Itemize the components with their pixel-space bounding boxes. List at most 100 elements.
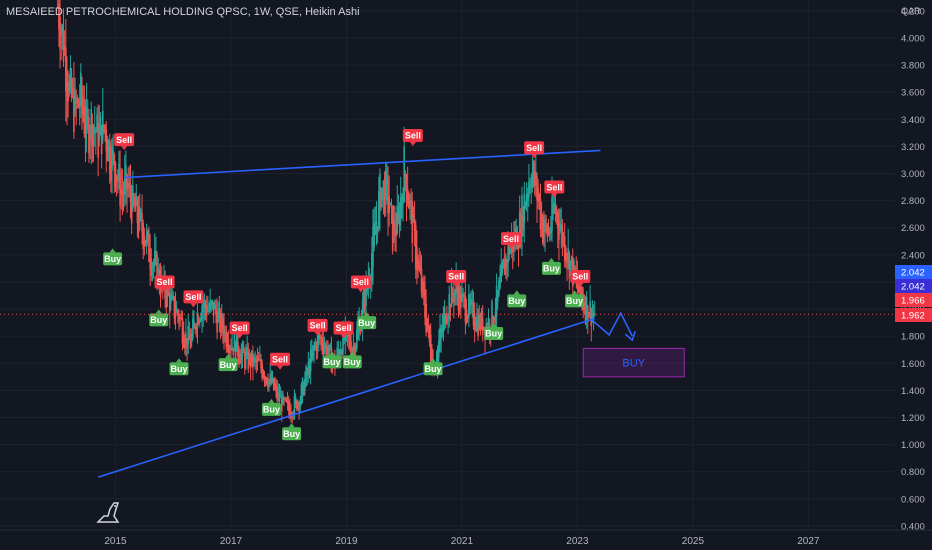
candle-46 (110, 140, 112, 193)
candle-body (501, 262, 504, 274)
candle-357 (469, 293, 471, 316)
candle-body (192, 318, 194, 339)
candle-320 (426, 317, 429, 333)
candle-459 (587, 304, 589, 334)
candle-293 (395, 212, 397, 253)
candle-body (113, 154, 116, 172)
candle-417 (538, 192, 541, 211)
candle-21 (81, 76, 83, 130)
candle-body (424, 289, 426, 318)
candle-413 (533, 160, 536, 196)
projection-arrow[interactable] (591, 311, 637, 342)
candle-330 (438, 329, 440, 367)
candle-body (93, 129, 96, 131)
candle-body (118, 163, 120, 180)
candle-32 (93, 106, 96, 147)
candle-body (350, 341, 352, 359)
candle-193 (279, 386, 282, 398)
candle-body (282, 393, 284, 405)
candle-116 (190, 328, 193, 348)
candle-body (230, 348, 232, 351)
candle-421 (543, 210, 545, 248)
candle-82 (151, 261, 154, 282)
candle-body (546, 225, 549, 237)
candle-body (511, 243, 514, 253)
candle-body (100, 125, 103, 154)
candle-134 (211, 299, 214, 310)
candle-437 (561, 219, 564, 257)
candle-36 (98, 105, 101, 147)
candle-69 (136, 196, 139, 238)
candle-61 (127, 167, 129, 198)
candle-body (373, 223, 375, 247)
candle-196 (283, 396, 285, 407)
buy-annotation[interactable]: BUY (582, 347, 685, 378)
candle-174 (257, 351, 260, 362)
candle-218 (308, 358, 311, 379)
candle-body (136, 200, 139, 224)
time-axis[interactable]: 2015 2017 2019 2021 2023 2025 2027 (0, 529, 932, 550)
candle-body (96, 114, 98, 132)
candle-171 (254, 351, 257, 370)
signal-badge (261, 402, 281, 416)
candle-body (409, 199, 411, 203)
candle-body (226, 339, 229, 350)
candle-body (182, 330, 185, 347)
candle-body (287, 401, 290, 412)
buy-signal-9: Buy (261, 398, 281, 416)
tradingview-logo-icon (96, 502, 120, 523)
candle-307 (411, 191, 414, 263)
candle-318 (424, 275, 426, 326)
candle-214 (304, 371, 306, 396)
candle-body (187, 325, 190, 344)
candle-358 (470, 290, 472, 314)
candle-body (377, 191, 380, 229)
signal-text: Buy (543, 264, 560, 274)
candle-462 (590, 307, 593, 342)
candle-body (145, 232, 148, 243)
candle-body (168, 293, 171, 313)
candle-129 (205, 295, 208, 323)
candle-383 (499, 264, 501, 291)
candle-337 (446, 305, 448, 325)
signal-pointer (551, 193, 558, 198)
candle-71 (138, 193, 141, 231)
candle-356 (468, 284, 470, 328)
candle-39 (101, 88, 104, 144)
candle-body (194, 324, 196, 330)
candle-415 (536, 172, 538, 224)
candle-411 (531, 156, 534, 193)
candle-body (543, 229, 545, 233)
candle-body (200, 317, 202, 321)
candle-286 (387, 166, 389, 236)
signal-pointer (357, 288, 364, 293)
candle-420 (541, 213, 544, 246)
candle-336 (444, 313, 447, 329)
candle-100 (172, 290, 175, 301)
candle-body (289, 406, 291, 418)
signal-badge (169, 362, 189, 376)
signal-badge (229, 321, 250, 335)
candle-355 (466, 314, 469, 323)
candle-body (317, 331, 320, 340)
candle-body (166, 287, 169, 299)
candle-body (517, 242, 520, 251)
candle-body (536, 175, 538, 201)
candle-body (509, 245, 512, 253)
candle-body (521, 195, 523, 236)
candle-434 (558, 208, 560, 261)
candle-body (404, 174, 407, 177)
candle-body (342, 326, 344, 354)
signal-badge (544, 180, 565, 194)
candle-body (468, 294, 470, 318)
candle-439 (563, 222, 566, 268)
candle-body (570, 256, 573, 264)
signal-text: Buy (344, 357, 361, 367)
candle-body (156, 254, 158, 288)
candle-216 (306, 367, 308, 386)
candle-body (376, 226, 379, 231)
candle-body (421, 280, 424, 283)
signal-pointer (577, 283, 584, 288)
trendlines[interactable] (97, 149, 601, 478)
